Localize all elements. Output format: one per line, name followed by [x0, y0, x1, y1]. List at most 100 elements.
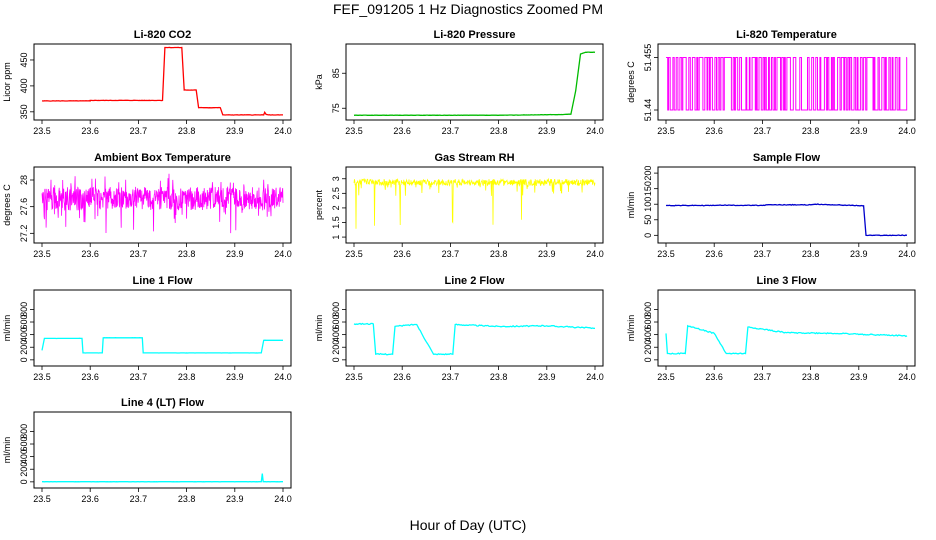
y-tick-label: 400: [19, 449, 29, 464]
x-tick-label: 23.7: [754, 372, 772, 382]
series-line-line4: [42, 473, 283, 483]
plot-frame-sample_flow: [657, 166, 916, 244]
x-tick-label: 23.8: [490, 372, 508, 382]
y-axis-label-sample_flow: ml/min: [626, 192, 636, 219]
y-tick-label: 600: [643, 314, 653, 329]
x-tick-label: 24.0: [274, 249, 292, 259]
x-tick-label: 23.6: [393, 126, 411, 136]
x-tick-label: 23.8: [178, 372, 196, 382]
x-tick-label: 24.0: [274, 494, 292, 504]
plot-frame-line4: [33, 411, 292, 489]
x-tick-label: 23.5: [345, 249, 363, 259]
y-tick-label: 200: [19, 462, 29, 477]
x-tick-label: 23.5: [657, 249, 675, 259]
series-line-pressure: [353, 51, 596, 117]
panel-sample_flow: Sample Flow ml/min 23.5 23.6 23.7 23.8 23.9 24.…: [626, 152, 916, 259]
panel-line3: Line 3 Flow ml/min 23.5 23.6 23.7 23.8 23.9 24.…: [626, 275, 916, 382]
panel-title-line3: Line 3 Flow: [757, 275, 817, 287]
y-axis-label-rh: percent: [314, 189, 324, 220]
y-tick-label: 51.455: [643, 44, 653, 72]
x-tick-label: 24.0: [898, 126, 916, 136]
plot-frame-pressure: [345, 43, 604, 121]
y-tick-label: 350: [19, 104, 29, 119]
y-tick-label: 800: [19, 424, 29, 439]
x-tick-label: 23.7: [130, 494, 148, 504]
x-tick-label: 23.8: [802, 249, 820, 259]
panel-rh: Gas Stream RH percent 23.5 23.6 23.7 23.8 23.9…: [314, 152, 604, 259]
x-tick-label: 23.7: [130, 372, 148, 382]
y-tick-label: 800: [643, 302, 653, 317]
plot-frame-line1: [33, 289, 292, 367]
x-tick-label: 23.9: [538, 372, 556, 382]
panel-co2: Li-820 CO2 Licor ppm 23.5 23.6 23.7 23.8 23.9 2…: [2, 29, 292, 136]
y-tick-label: 0: [19, 479, 29, 484]
panel-line2: Line 2 Flow ml/min 23.5 23.6 23.7 23.8 23.9 24.…: [314, 275, 604, 382]
x-tick-label: 24.0: [898, 249, 916, 259]
y-axis-label-pressure: kPa: [314, 74, 324, 90]
x-tick-label: 23.5: [345, 126, 363, 136]
x-tick-label: 24.0: [586, 249, 604, 259]
panel-title-rh: Gas Stream RH: [434, 152, 514, 164]
series-line-line1: [41, 337, 283, 354]
y-tick-label: 400: [19, 327, 29, 342]
x-tick-label: 23.9: [226, 249, 244, 259]
plot-frame-line2: [345, 289, 604, 367]
x-tick-label: 23.8: [178, 249, 196, 259]
y-tick-label: 1: [331, 235, 341, 240]
x-tick-label: 23.8: [490, 249, 508, 259]
y-axis-label-line2: ml/min: [314, 315, 324, 342]
y-axis-label-co2: Licor ppm: [2, 62, 12, 102]
series-line-sample_flow: [665, 203, 908, 237]
x-tick-label: 24.0: [274, 372, 292, 382]
y-tick-label: 0: [643, 233, 653, 238]
page-x-axis-label: Hour of Day (UTC): [409, 517, 527, 533]
y-tick-label: 75: [331, 103, 341, 113]
y-tick-label: 200: [331, 340, 341, 355]
panel-li_temp: Li-820 Temperature degrees C 23.5 23.6 23.7 2…: [626, 29, 916, 136]
y-tick-label: 200: [643, 340, 653, 355]
x-tick-label: 23.9: [850, 372, 868, 382]
x-tick-label: 23.9: [538, 249, 556, 259]
y-axis-label-line3: ml/min: [626, 315, 636, 342]
x-tick-label: 23.6: [705, 249, 723, 259]
y-tick-label: 600: [19, 314, 29, 329]
x-tick-label: 24.0: [586, 126, 604, 136]
y-tick-label: 28: [19, 175, 29, 185]
x-tick-label: 23.9: [226, 494, 244, 504]
y-tick-label: 27.6: [19, 198, 29, 216]
y-tick-label: 2.5: [331, 187, 341, 200]
x-tick-label: 23.5: [33, 372, 51, 382]
x-tick-label: 23.6: [705, 372, 723, 382]
y-tick-label: 0: [643, 357, 653, 362]
x-tick-label: 23.5: [33, 126, 51, 136]
x-tick-label: 23.5: [33, 249, 51, 259]
x-tick-label: 23.6: [81, 249, 99, 259]
series-line-co2: [41, 46, 283, 116]
x-tick-label: 23.9: [850, 249, 868, 259]
y-tick-label: 50: [643, 215, 653, 225]
y-tick-label: 200: [643, 166, 653, 181]
x-tick-label: 23.6: [81, 126, 99, 136]
series-line-amb_temp: [41, 173, 284, 234]
series-line-li_temp: [666, 57, 908, 111]
x-tick-label: 23.7: [130, 249, 148, 259]
series-line-line2: [353, 322, 596, 356]
panel-title-li_temp: Li-820 Temperature: [736, 29, 837, 41]
panel-pressure: Li-820 Pressure kPa 23.5 23.6 23.7 23.8 23.9 24…: [314, 29, 604, 136]
x-tick-label: 23.9: [226, 372, 244, 382]
y-tick-label: 600: [19, 436, 29, 451]
x-tick-label: 23.5: [657, 372, 675, 382]
x-tick-label: 23.8: [802, 372, 820, 382]
y-tick-label: 450: [19, 52, 29, 67]
plot-frame-li_temp: [657, 43, 916, 121]
y-tick-label: 800: [331, 302, 341, 317]
x-tick-label: 23.6: [81, 372, 99, 382]
x-tick-label: 23.6: [393, 372, 411, 382]
y-axis-label-line4: ml/min: [2, 437, 12, 464]
x-tick-label: 23.6: [705, 126, 723, 136]
y-tick-label: 85: [331, 68, 341, 78]
panel-title-co2: Li-820 CO2: [134, 29, 191, 41]
plot-frame-rh: [345, 166, 604, 244]
x-tick-label: 23.9: [850, 126, 868, 136]
